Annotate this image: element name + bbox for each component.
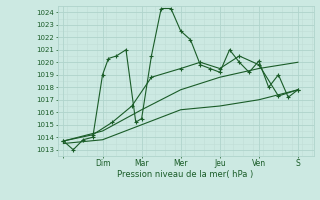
X-axis label: Pression niveau de la mer( hPa ): Pression niveau de la mer( hPa ) [117,170,254,179]
